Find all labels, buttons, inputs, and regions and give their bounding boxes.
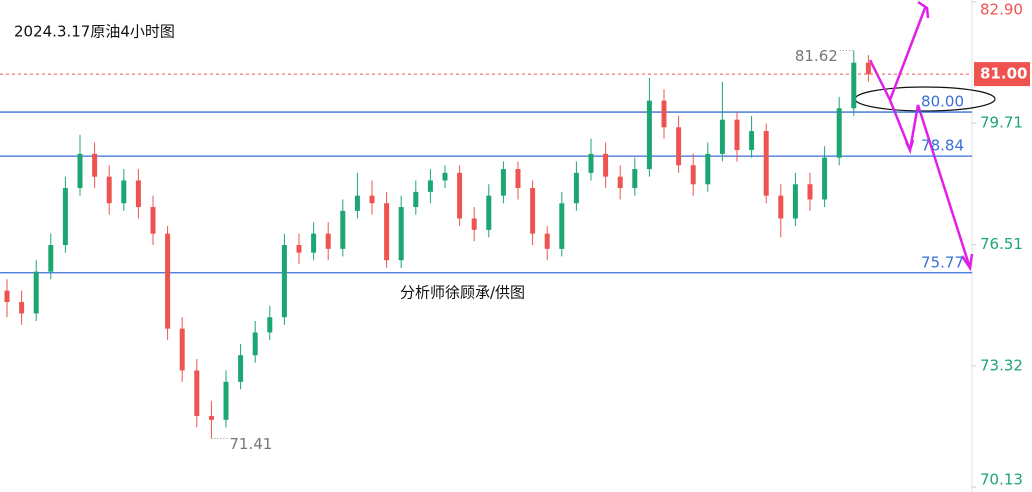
candle-body (179, 328, 185, 371)
candle-body (836, 108, 842, 158)
candle-body (194, 370, 200, 417)
candle-body (822, 157, 828, 200)
y-tick-label: 79.71 (980, 114, 1023, 132)
chart-title: 2024.3.17原油4小时图 (14, 23, 175, 41)
watermark: 分析师徐顾承/供图 (400, 284, 525, 302)
candle-body (515, 169, 521, 189)
candle-body (792, 184, 798, 219)
candle-body (544, 233, 550, 249)
candle-body (734, 119, 740, 151)
candle-body (588, 153, 594, 173)
level-label: 78.84 (921, 137, 964, 155)
candle-body (676, 127, 682, 166)
candle-body (632, 169, 638, 189)
candle-body (442, 172, 448, 181)
candle-body (807, 184, 813, 200)
y-tick-label: 70.13 (980, 471, 1023, 489)
price-badge (974, 62, 1030, 87)
candle-body (603, 153, 609, 177)
candle-body (719, 119, 725, 154)
candle-body (457, 172, 463, 219)
candle-body (427, 180, 433, 192)
candle-body (763, 131, 769, 196)
low-annotation: 71.41 (229, 435, 272, 453)
candle-body (530, 188, 536, 234)
candle-body (865, 62, 871, 75)
candle-body (311, 233, 317, 253)
candle-body (267, 317, 273, 333)
candle-body (106, 176, 112, 204)
candle-body (135, 180, 141, 208)
candle-body (238, 355, 244, 382)
y-tick-label: 76.51 (980, 235, 1023, 253)
candle-body (33, 271, 39, 314)
candle-body (252, 332, 258, 356)
candle-body (500, 169, 506, 196)
candle-body (48, 245, 54, 272)
candle-body (354, 195, 360, 211)
candle-body (559, 203, 565, 249)
current-price-label: 81.00 (980, 65, 1027, 83)
candle-body (851, 62, 857, 109)
forecast-arrows (854, 0, 996, 272)
y-tick-label: 82.90 (980, 1, 1023, 19)
candle-body (369, 195, 375, 204)
candle-body (384, 203, 390, 261)
candle-body (165, 233, 171, 329)
y-tick-label: 73.32 (980, 356, 1023, 374)
candle-body (617, 176, 623, 189)
candle-body (92, 153, 98, 177)
candle-body (19, 302, 25, 314)
candle-body (77, 153, 83, 189)
candle-body (646, 100, 652, 170)
candle-body (661, 100, 667, 128)
candle-body (778, 195, 784, 219)
candle-body (573, 172, 579, 204)
candle-body (208, 416, 214, 420)
candle-body (690, 165, 696, 185)
high-annotation: 81.62 (795, 47, 838, 65)
candle-body (340, 210, 346, 249)
candle-body (398, 207, 404, 261)
candle-body (62, 188, 68, 246)
candle-body (296, 245, 302, 253)
level-label: 75.77 (921, 253, 964, 271)
candle-body (413, 191, 419, 208)
candle-body (749, 131, 755, 151)
candle-body (121, 180, 127, 204)
level-label: 80.00 (921, 93, 964, 111)
candle-body (150, 207, 156, 234)
candle-body (223, 381, 229, 420)
candle-body (486, 195, 492, 230)
candle-body (471, 218, 477, 230)
candle-body (705, 153, 711, 185)
candle-body (325, 233, 331, 249)
candle-body (4, 290, 10, 303)
candle-body (281, 245, 287, 318)
